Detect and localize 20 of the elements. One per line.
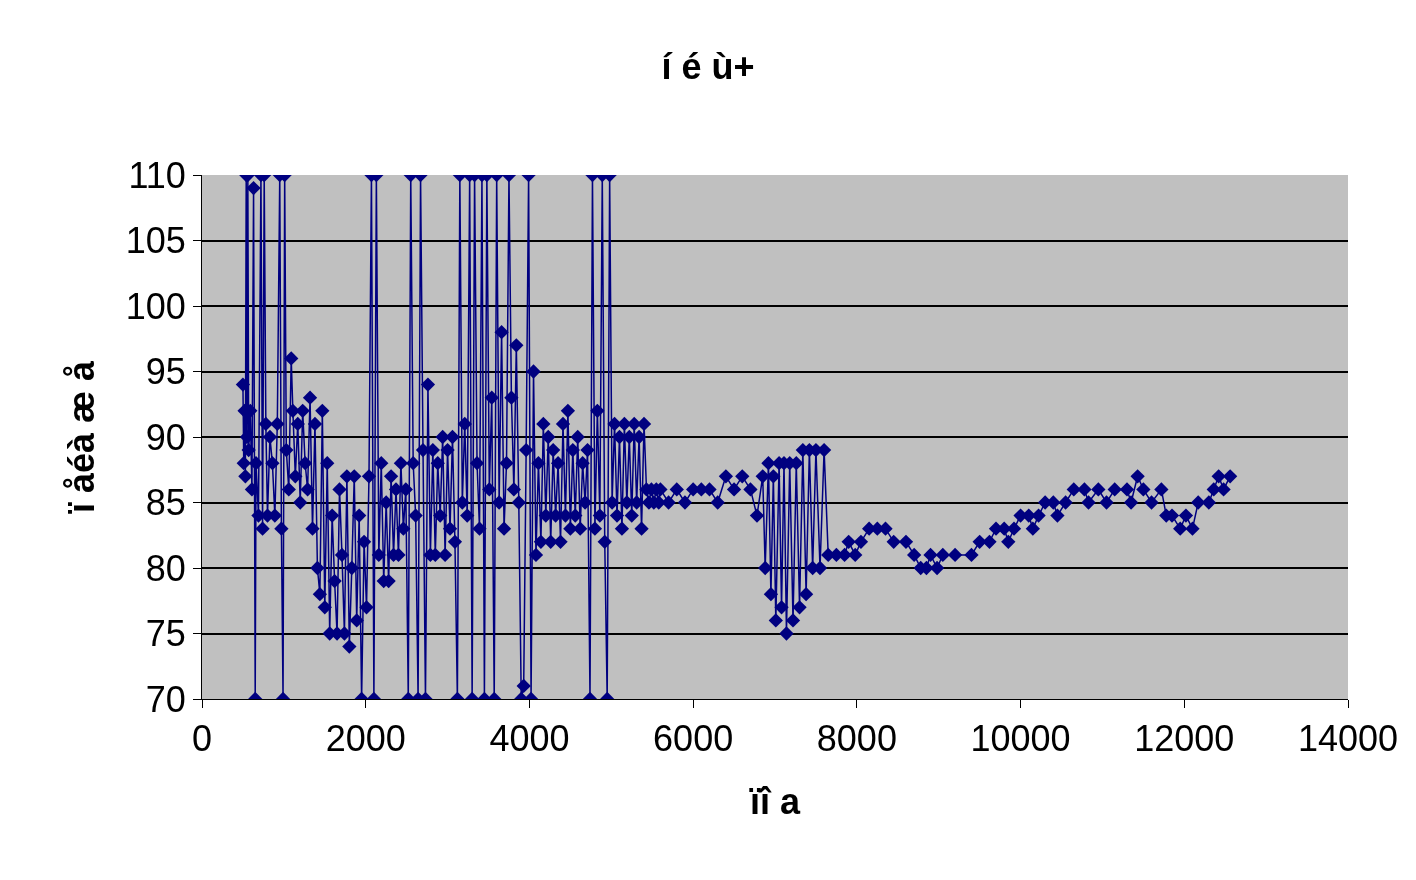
x-tick-label: 4000 [489,718,570,760]
y-axis-title: ï åéà æ å [60,359,102,515]
y-tick-label: 110 [128,154,186,196]
y-tick-label: 70 [145,678,186,720]
y-tick-label: 95 [145,351,186,393]
x-tick-label: 12000 [1134,718,1235,760]
x-axis-title: ïî a [748,780,801,822]
y-tick-label: 100 [125,285,186,327]
y-tick-label: 75 [145,613,186,655]
x-tick-label: 0 [191,718,213,760]
x-tick-label: 14000 [1297,718,1399,760]
y-tick-label: 80 [145,547,186,589]
chart-title: í é ù+ [661,45,755,87]
x-tick-label: 10000 [970,718,1071,760]
y-tick-label: 90 [145,416,186,458]
x-tick-label: 2000 [325,718,406,760]
x-tick-label: 6000 [653,718,734,760]
y-tick-label: 105 [125,220,186,262]
y-tick-label: 85 [145,482,186,524]
x-tick-label: 8000 [816,718,897,760]
